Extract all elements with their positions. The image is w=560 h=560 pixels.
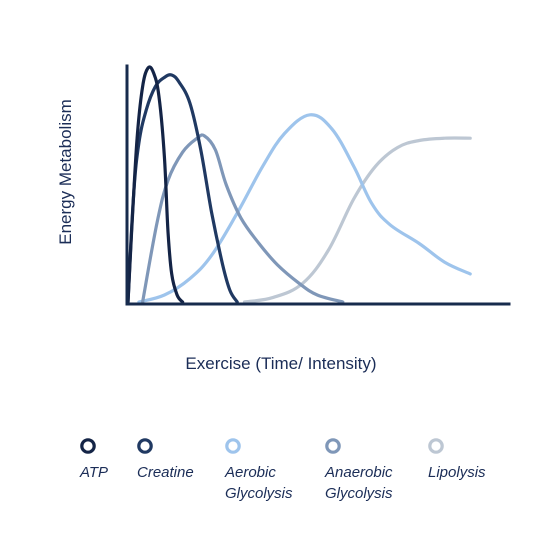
legend-item-lipolysis: Lipolysis	[428, 438, 486, 481]
x-axis-label: Exercise (Time/ Intensity)	[185, 354, 376, 373]
series-line-aerobic-glycolysis	[137, 113, 472, 304]
legend-marker-creatine	[137, 438, 153, 454]
legend-item-creatine: Creatine	[137, 438, 194, 481]
legend-marker-atp	[80, 438, 96, 454]
legend-marker-lipolysis	[428, 438, 444, 454]
plot-curves	[126, 65, 472, 304]
legend-marker-anaerobic-glycolysis	[325, 438, 341, 454]
legend-item-aerobic-glycolysis: Aerobic Glycolysis	[224, 438, 293, 502]
legend-label-atp: ATP	[79, 464, 108, 481]
legend-label-anaerobic-glycolysis: Anaerobic Glycolysis	[324, 464, 393, 502]
y-axis-label: Energy Metabolism	[56, 99, 75, 245]
legend-label-lipolysis: Lipolysis	[428, 464, 486, 481]
legend-item-atp: ATP	[79, 438, 108, 481]
series-line-lipolysis	[242, 136, 472, 304]
legend-label-creatine: Creatine	[137, 464, 194, 481]
legend-marker-aerobic-glycolysis	[225, 438, 241, 454]
legend: ATP Creatine Aerobic Glycolysis Anaerobic Gly…	[79, 438, 486, 502]
series-line-creatine	[126, 73, 239, 304]
series-line-atp	[126, 65, 185, 304]
legend-label-aerobic-glycolysis: Aerobic Glycolysis	[224, 464, 293, 502]
legend-item-anaerobic-glycolysis: Anaerobic Glycolysis	[324, 438, 393, 502]
series-line-anaerobic-glycolysis	[141, 133, 345, 304]
